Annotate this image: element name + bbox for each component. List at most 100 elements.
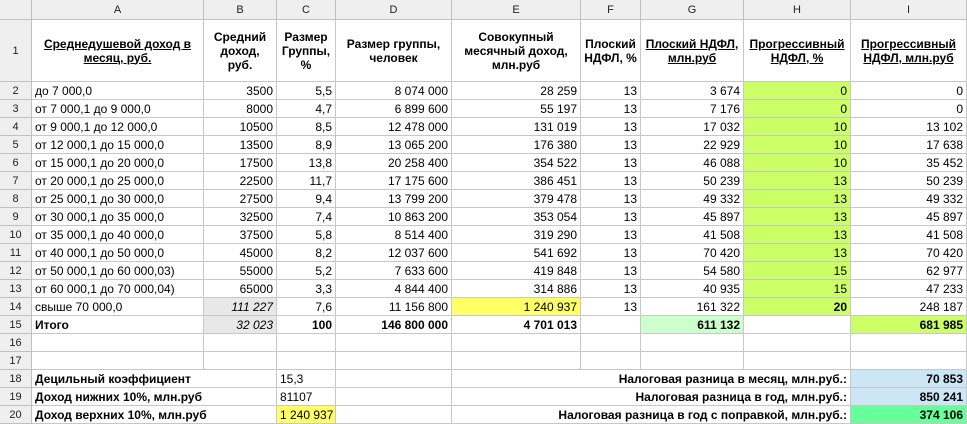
cell-e16[interactable] bbox=[452, 334, 581, 352]
cell-d3[interactable]: 6 899 600 bbox=[336, 100, 452, 118]
cell-c13[interactable]: 3,3 bbox=[277, 280, 336, 298]
cell-e12[interactable]: 419 848 bbox=[452, 262, 581, 280]
cell-b6[interactable]: 17500 bbox=[204, 154, 277, 172]
cell-g8[interactable]: 49 332 bbox=[641, 190, 744, 208]
cell-c9[interactable]: 7,4 bbox=[277, 208, 336, 226]
cell-g6[interactable]: 46 088 bbox=[641, 154, 744, 172]
cell-g16[interactable] bbox=[641, 334, 744, 352]
cell-g15[interactable]: 611 132 bbox=[641, 316, 744, 334]
cell-d15[interactable]: 146 800 000 bbox=[336, 316, 452, 334]
column-header-e[interactable]: E bbox=[452, 0, 581, 20]
tax-label-19[interactable]: Налоговая разница в год, млн.руб.: bbox=[452, 388, 851, 406]
cell-f5[interactable]: 13 bbox=[581, 136, 641, 154]
cell-b14[interactable]: 111 227 bbox=[204, 298, 277, 316]
header-cell-d[interactable]: Размер группы, человек bbox=[336, 20, 452, 82]
cell-i4[interactable]: 13 102 bbox=[851, 118, 967, 136]
row-header-5[interactable]: 5 bbox=[0, 136, 32, 154]
cell-i2[interactable]: 0 bbox=[851, 82, 967, 100]
cell-h14[interactable]: 20 bbox=[744, 298, 851, 316]
header-cell-e[interactable]: Совокупный месячный доход, млн.руб bbox=[452, 20, 581, 82]
row-header-18[interactable]: 18 bbox=[0, 370, 32, 388]
cell-i12[interactable]: 62 977 bbox=[851, 262, 967, 280]
cell-e6[interactable]: 354 522 bbox=[452, 154, 581, 172]
cell-e4[interactable]: 131 019 bbox=[452, 118, 581, 136]
cell-b7[interactable]: 22500 bbox=[204, 172, 277, 190]
cell-b16[interactable] bbox=[204, 334, 277, 352]
cell-h17[interactable] bbox=[744, 352, 851, 370]
cell-i6[interactable]: 35 452 bbox=[851, 154, 967, 172]
header-cell-h[interactable]: Прогрессивный НДФЛ, % bbox=[744, 20, 851, 82]
cell-e5[interactable]: 176 380 bbox=[452, 136, 581, 154]
row-header-9[interactable]: 9 bbox=[0, 208, 32, 226]
cell-g2[interactable]: 3 674 bbox=[641, 82, 744, 100]
tax-label-20[interactable]: Налоговая разница в год с поправкой, млн… bbox=[452, 406, 851, 424]
row-header-8[interactable]: 8 bbox=[0, 190, 32, 208]
cell-g14[interactable]: 161 322 bbox=[641, 298, 744, 316]
cell-a5[interactable]: от 12 000,1 до 15 000,0 bbox=[32, 136, 204, 154]
header-cell-b[interactable]: Средний доход, руб. bbox=[204, 20, 277, 82]
cell-e3[interactable]: 55 197 bbox=[452, 100, 581, 118]
cell-c12[interactable]: 5,2 bbox=[277, 262, 336, 280]
cell-c6[interactable]: 13,8 bbox=[277, 154, 336, 172]
cell-f3[interactable]: 13 bbox=[581, 100, 641, 118]
cell-d7[interactable]: 17 175 600 bbox=[336, 172, 452, 190]
column-header-f[interactable]: F bbox=[581, 0, 641, 20]
cell-d2[interactable]: 8 074 000 bbox=[336, 82, 452, 100]
column-header-i[interactable]: I bbox=[851, 0, 967, 20]
row-header-4[interactable]: 4 bbox=[0, 118, 32, 136]
cell-h13[interactable]: 15 bbox=[744, 280, 851, 298]
cell-h7[interactable]: 13 bbox=[744, 172, 851, 190]
cell-d19[interactable] bbox=[336, 388, 452, 406]
cell-h6[interactable]: 10 bbox=[744, 154, 851, 172]
row-header-6[interactable]: 6 bbox=[0, 154, 32, 172]
cell-i8[interactable]: 49 332 bbox=[851, 190, 967, 208]
row-header-13[interactable]: 13 bbox=[0, 280, 32, 298]
summary-label-18[interactable]: Децильный коэффициент bbox=[32, 370, 277, 388]
tax-label-18[interactable]: Налоговая разница в месяц, млн.руб.: bbox=[452, 370, 851, 388]
cell-e14[interactable]: 1 240 937 bbox=[452, 298, 581, 316]
cell-a13[interactable]: от 60 000,1 до 70 000,04) bbox=[32, 280, 204, 298]
row-header-19[interactable]: 19 bbox=[0, 388, 32, 406]
cell-i11[interactable]: 70 420 bbox=[851, 244, 967, 262]
cell-d14[interactable]: 11 156 800 bbox=[336, 298, 452, 316]
row-header-3[interactable]: 3 bbox=[0, 100, 32, 118]
cell-f17[interactable] bbox=[581, 352, 641, 370]
cell-a2[interactable]: до 7 000,0 bbox=[32, 82, 204, 100]
cell-g4[interactable]: 17 032 bbox=[641, 118, 744, 136]
cell-a15[interactable]: Итого bbox=[32, 316, 204, 334]
cell-d11[interactable]: 12 037 600 bbox=[336, 244, 452, 262]
cell-c16[interactable] bbox=[277, 334, 336, 352]
tax-value-19[interactable]: 850 241 bbox=[851, 388, 967, 406]
row-header-10[interactable]: 10 bbox=[0, 226, 32, 244]
header-cell-f[interactable]: Плоский НДФЛ, % bbox=[581, 20, 641, 82]
cell-g13[interactable]: 40 935 bbox=[641, 280, 744, 298]
cell-a7[interactable]: от 20 000,1 до 25 000,0 bbox=[32, 172, 204, 190]
cell-d4[interactable]: 12 478 000 bbox=[336, 118, 452, 136]
cell-h11[interactable]: 13 bbox=[744, 244, 851, 262]
cell-h4[interactable]: 10 bbox=[744, 118, 851, 136]
cell-b8[interactable]: 27500 bbox=[204, 190, 277, 208]
header-cell-g[interactable]: Плоский НДФЛ, млн.руб bbox=[641, 20, 744, 82]
row-header-1[interactable]: 1 bbox=[0, 20, 32, 82]
cell-i9[interactable]: 45 897 bbox=[851, 208, 967, 226]
cell-h10[interactable]: 13 bbox=[744, 226, 851, 244]
tax-value-18[interactable]: 70 853 bbox=[851, 370, 967, 388]
cell-h8[interactable]: 13 bbox=[744, 190, 851, 208]
column-header-h[interactable]: H bbox=[744, 0, 851, 20]
cell-f2[interactable]: 13 bbox=[581, 82, 641, 100]
cell-e13[interactable]: 314 886 bbox=[452, 280, 581, 298]
cell-i16[interactable] bbox=[851, 334, 967, 352]
cell-d20[interactable] bbox=[336, 406, 452, 424]
cell-h16[interactable] bbox=[744, 334, 851, 352]
cell-d5[interactable]: 13 065 200 bbox=[336, 136, 452, 154]
cell-g10[interactable]: 41 508 bbox=[641, 226, 744, 244]
cell-b3[interactable]: 8000 bbox=[204, 100, 277, 118]
cell-h12[interactable]: 15 bbox=[744, 262, 851, 280]
cell-c2[interactable]: 5,5 bbox=[277, 82, 336, 100]
cell-f7[interactable]: 13 bbox=[581, 172, 641, 190]
cell-h5[interactable]: 10 bbox=[744, 136, 851, 154]
cell-c7[interactable]: 11,7 bbox=[277, 172, 336, 190]
cell-b10[interactable]: 37500 bbox=[204, 226, 277, 244]
cell-a10[interactable]: от 35 000,1 до 40 000,0 bbox=[32, 226, 204, 244]
cell-g12[interactable]: 54 580 bbox=[641, 262, 744, 280]
